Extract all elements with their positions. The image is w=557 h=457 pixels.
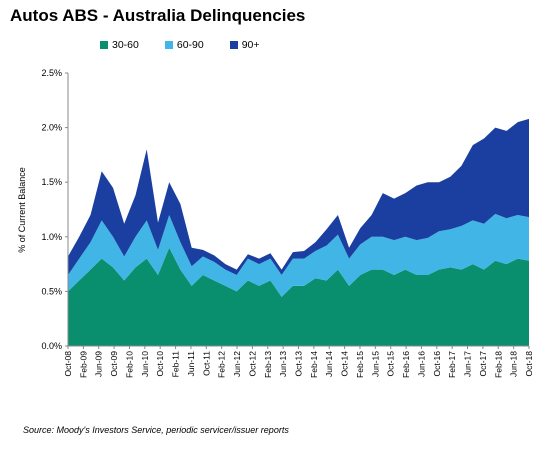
x-tick-label: Oct-10 — [155, 351, 165, 377]
x-tick-label: Feb-14 — [309, 351, 319, 378]
legend-item-30-60: 30-60 — [100, 39, 139, 51]
x-tick-label: Jun-14 — [324, 351, 334, 377]
x-tick-label: Jun-11 — [186, 351, 196, 377]
x-tick-label: Jun-15 — [370, 351, 380, 377]
area-series-30-60 — [68, 247, 529, 346]
y-tick-label: 0.0% — [41, 341, 62, 351]
x-tick-label: Oct-15 — [386, 351, 396, 377]
x-tick-label: Feb-17 — [447, 351, 457, 378]
x-tick-label: Oct-18 — [524, 351, 534, 377]
x-tick-label: Jun-10 — [140, 351, 150, 377]
x-tick-label: Feb-18 — [493, 351, 503, 378]
legend-label-30-60: 30-60 — [112, 39, 139, 51]
legend-swatch-60-90 — [164, 41, 173, 49]
x-tick-label: Oct-08 — [63, 351, 73, 377]
x-tick-label: Feb-12 — [217, 351, 227, 378]
legend-label-60-90: 60-90 — [176, 39, 204, 51]
x-tick-label: Feb-16 — [401, 351, 411, 378]
x-tick-label: Oct-14 — [340, 351, 350, 377]
x-tick-label: Jun-09 — [94, 351, 104, 377]
y-tick-label: 2.0% — [41, 123, 62, 133]
source-note: Source: Moody's Investors Service, perio… — [23, 425, 289, 435]
chart-legend: 30-60 60-90 90+ — [100, 39, 260, 51]
legend-swatch-90-plus — [229, 41, 238, 49]
x-tick-label: Oct-16 — [432, 351, 442, 377]
x-tick-label: Oct-12 — [247, 351, 257, 377]
x-tick-label: Feb-13 — [263, 351, 273, 378]
area-series-90-plus — [68, 118, 529, 276]
series-areas — [68, 118, 529, 346]
x-tick-label: Jun-13 — [278, 351, 288, 377]
x-tick-label: Oct-09 — [109, 351, 119, 377]
y-tick-label: 1.0% — [41, 232, 62, 242]
y-tick-label: 2.5% — [41, 68, 62, 78]
chart-title: Autos ABS - Australia Delinquencies — [10, 6, 306, 25]
area-series-60-90 — [68, 213, 529, 297]
x-tick-label: Oct-13 — [294, 351, 304, 377]
x-tick-label: Feb-09 — [78, 351, 88, 378]
x-tick-label: Oct-11 — [201, 351, 211, 376]
legend-swatch-30-60 — [100, 41, 108, 49]
x-tick-label: Feb-11 — [171, 351, 181, 378]
x-tick-label: Jun-16 — [416, 351, 426, 377]
legend-item-60-90: 60-90 — [164, 39, 204, 51]
x-tick-label: Jun-12 — [232, 351, 242, 377]
x-tick-label: Jun-17 — [463, 351, 473, 377]
x-tick-label: Oct-17 — [478, 351, 488, 377]
y-axis-label: % of Current Balance — [17, 167, 27, 253]
x-tick-label: Feb-10 — [125, 351, 135, 378]
x-tick-label: Jun-18 — [509, 351, 519, 377]
y-tick-label: 0.5% — [41, 286, 62, 296]
chart-axes: 0.0% 0.5% 1.0% 1.5% 2.0% 2.5% Oct-08 Feb-09 Jun-… — [41, 68, 534, 378]
legend-label-90-plus: 90+ — [241, 39, 260, 51]
legend-item-90-plus: 90+ — [229, 39, 260, 51]
x-tick-label: Feb-15 — [355, 351, 365, 378]
y-tick-label: 1.5% — [41, 177, 62, 187]
